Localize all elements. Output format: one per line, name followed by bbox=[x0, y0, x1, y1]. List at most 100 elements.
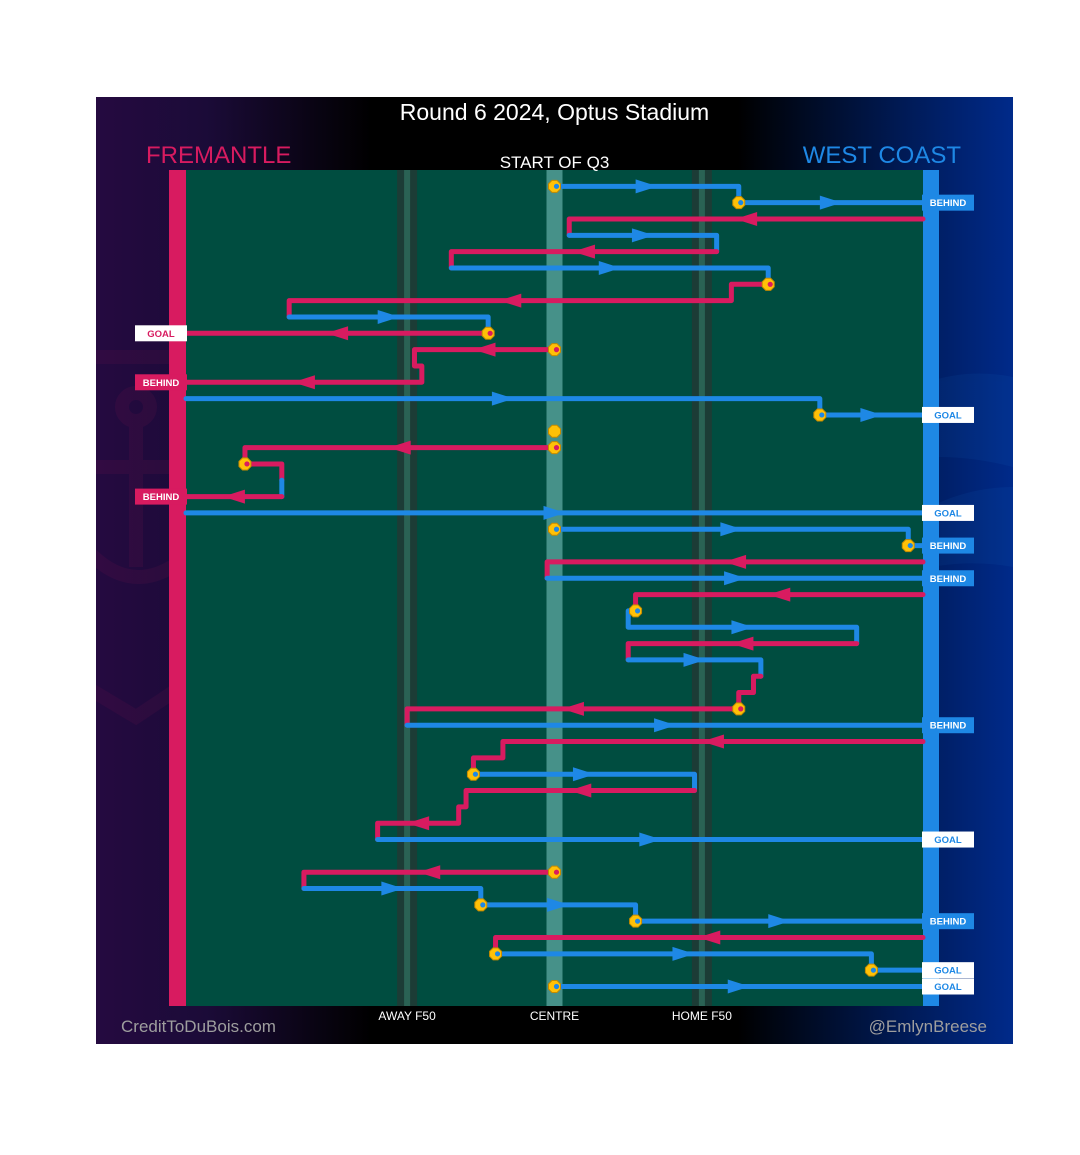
possession-chain-chart: BEHIND GOAL BEHIND GOAL BEHIND GOAL BEHIND BEHI… bbox=[96, 170, 1013, 1006]
arrow-away bbox=[672, 946, 695, 961]
arrow-away bbox=[381, 881, 404, 896]
ball-up-marker bbox=[474, 898, 488, 912]
band-line bbox=[698, 170, 705, 1006]
chart-frame: BEHIND GOAL BEHIND GOAL BEHIND GOAL BEHIND BEHI… bbox=[96, 97, 1013, 1044]
possession-chains bbox=[183, 183, 926, 989]
chain-home-23 bbox=[470, 739, 926, 777]
arrow-home bbox=[418, 865, 441, 880]
arrow-home bbox=[724, 554, 747, 569]
result-badge bbox=[922, 570, 974, 587]
arrow-home bbox=[326, 326, 349, 341]
chain-away-2 bbox=[566, 232, 720, 255]
ball-up-marker bbox=[547, 343, 562, 357]
arrow-home bbox=[731, 636, 754, 651]
arrow-home bbox=[222, 489, 245, 504]
result-badge bbox=[922, 717, 974, 734]
result-badge bbox=[922, 978, 974, 995]
credit-left: CreditToDuBois.com bbox=[121, 1017, 276, 1036]
chain-home-3 bbox=[448, 249, 720, 271]
result-badge bbox=[922, 831, 974, 848]
quarter-label: START OF Q3 bbox=[499, 153, 610, 172]
chain-home-19 bbox=[625, 641, 860, 663]
result-badge bbox=[922, 537, 974, 554]
result-text: BEHIND bbox=[930, 721, 967, 732]
result-behind-away: BEHIND bbox=[922, 194, 974, 211]
ball-up-marker bbox=[813, 408, 827, 422]
result-goal-away: GOAL bbox=[922, 504, 974, 521]
result-text: BEHIND bbox=[143, 378, 180, 389]
ball-up-marker bbox=[864, 963, 878, 977]
result-text: GOAL bbox=[934, 835, 962, 846]
ball-up-marker bbox=[238, 457, 252, 471]
chain-away-20 bbox=[625, 657, 764, 679]
x-tick-label: HOME F50 bbox=[671, 1009, 732, 1023]
arrow-home bbox=[701, 734, 724, 749]
arrow-away bbox=[631, 228, 654, 243]
chain-home-27 bbox=[301, 869, 557, 892]
arrow-home bbox=[735, 211, 758, 226]
arrow-away bbox=[377, 309, 400, 324]
chain-home-15 bbox=[544, 559, 926, 581]
chain-away-24 bbox=[470, 771, 698, 794]
arrow-home bbox=[698, 930, 721, 945]
arrow-away bbox=[724, 571, 747, 586]
result-badge bbox=[922, 962, 974, 979]
arrow-home bbox=[572, 244, 595, 259]
arrow-home bbox=[473, 342, 496, 357]
result-text: BEHIND bbox=[143, 492, 180, 503]
home-team-name: FREMANTLE bbox=[146, 142, 292, 169]
direction-arrows bbox=[222, 179, 883, 994]
ball-up-marker bbox=[629, 914, 643, 928]
arrow-away bbox=[727, 979, 750, 994]
arrow-home bbox=[292, 375, 315, 390]
result-behind-away: BEHIND bbox=[922, 717, 974, 734]
arrow-home bbox=[768, 587, 791, 602]
arrow-away bbox=[635, 179, 658, 194]
chain-home-8 bbox=[183, 347, 557, 385]
ball-up-marker bbox=[901, 539, 915, 553]
result-goal-away: GOAL bbox=[922, 978, 974, 995]
away-team-name: WEST COAST bbox=[802, 142, 961, 169]
result-badge bbox=[922, 194, 974, 211]
arrow-away bbox=[491, 391, 514, 406]
result-badge bbox=[135, 325, 187, 342]
result-goal-away: GOAL bbox=[922, 962, 974, 979]
result-text: GOAL bbox=[934, 966, 962, 977]
result-behind-away: BEHIND bbox=[922, 913, 974, 930]
arrow-away bbox=[860, 407, 883, 422]
arrow-away bbox=[819, 195, 842, 210]
arrow-away bbox=[572, 767, 595, 782]
arrow-away bbox=[720, 522, 743, 537]
arrow-home bbox=[561, 701, 584, 716]
chart-title: Round 6 2024, Optus Stadium bbox=[399, 99, 710, 125]
result-labels: BEHIND GOAL BEHIND GOAL BEHIND GOAL BEHIND BEHI… bbox=[135, 194, 974, 995]
arrow-home bbox=[388, 440, 411, 455]
result-badge bbox=[922, 504, 974, 521]
ball-up-marker bbox=[547, 179, 562, 193]
band-line bbox=[404, 170, 411, 1006]
field-bands bbox=[397, 170, 712, 1006]
ball-up-marker bbox=[547, 522, 562, 536]
ball-up-markers bbox=[238, 179, 915, 994]
arrow-home bbox=[407, 816, 430, 831]
arrow-away bbox=[639, 832, 662, 847]
result-badge bbox=[922, 406, 974, 423]
result-goal-away: GOAL bbox=[922, 831, 974, 848]
arrow-away bbox=[683, 652, 706, 667]
result-text: GOAL bbox=[934, 508, 962, 519]
ball-up-marker bbox=[761, 277, 775, 291]
result-behind-home: BEHIND bbox=[135, 374, 187, 391]
ball-up-marker bbox=[466, 767, 480, 781]
result-text: GOAL bbox=[934, 410, 962, 421]
result-text: GOAL bbox=[934, 982, 962, 993]
arrow-away bbox=[598, 260, 621, 275]
arrow-away bbox=[768, 914, 791, 929]
chain-home-1 bbox=[566, 216, 926, 238]
chain-home-21 bbox=[404, 673, 764, 728]
credit-right: @EmlynBreese bbox=[868, 1017, 987, 1036]
result-text: BEHIND bbox=[930, 917, 967, 928]
ball-up-marker bbox=[489, 947, 503, 961]
result-badge bbox=[135, 374, 187, 391]
ball-up-marker bbox=[547, 441, 562, 455]
arrow-away bbox=[543, 505, 566, 520]
